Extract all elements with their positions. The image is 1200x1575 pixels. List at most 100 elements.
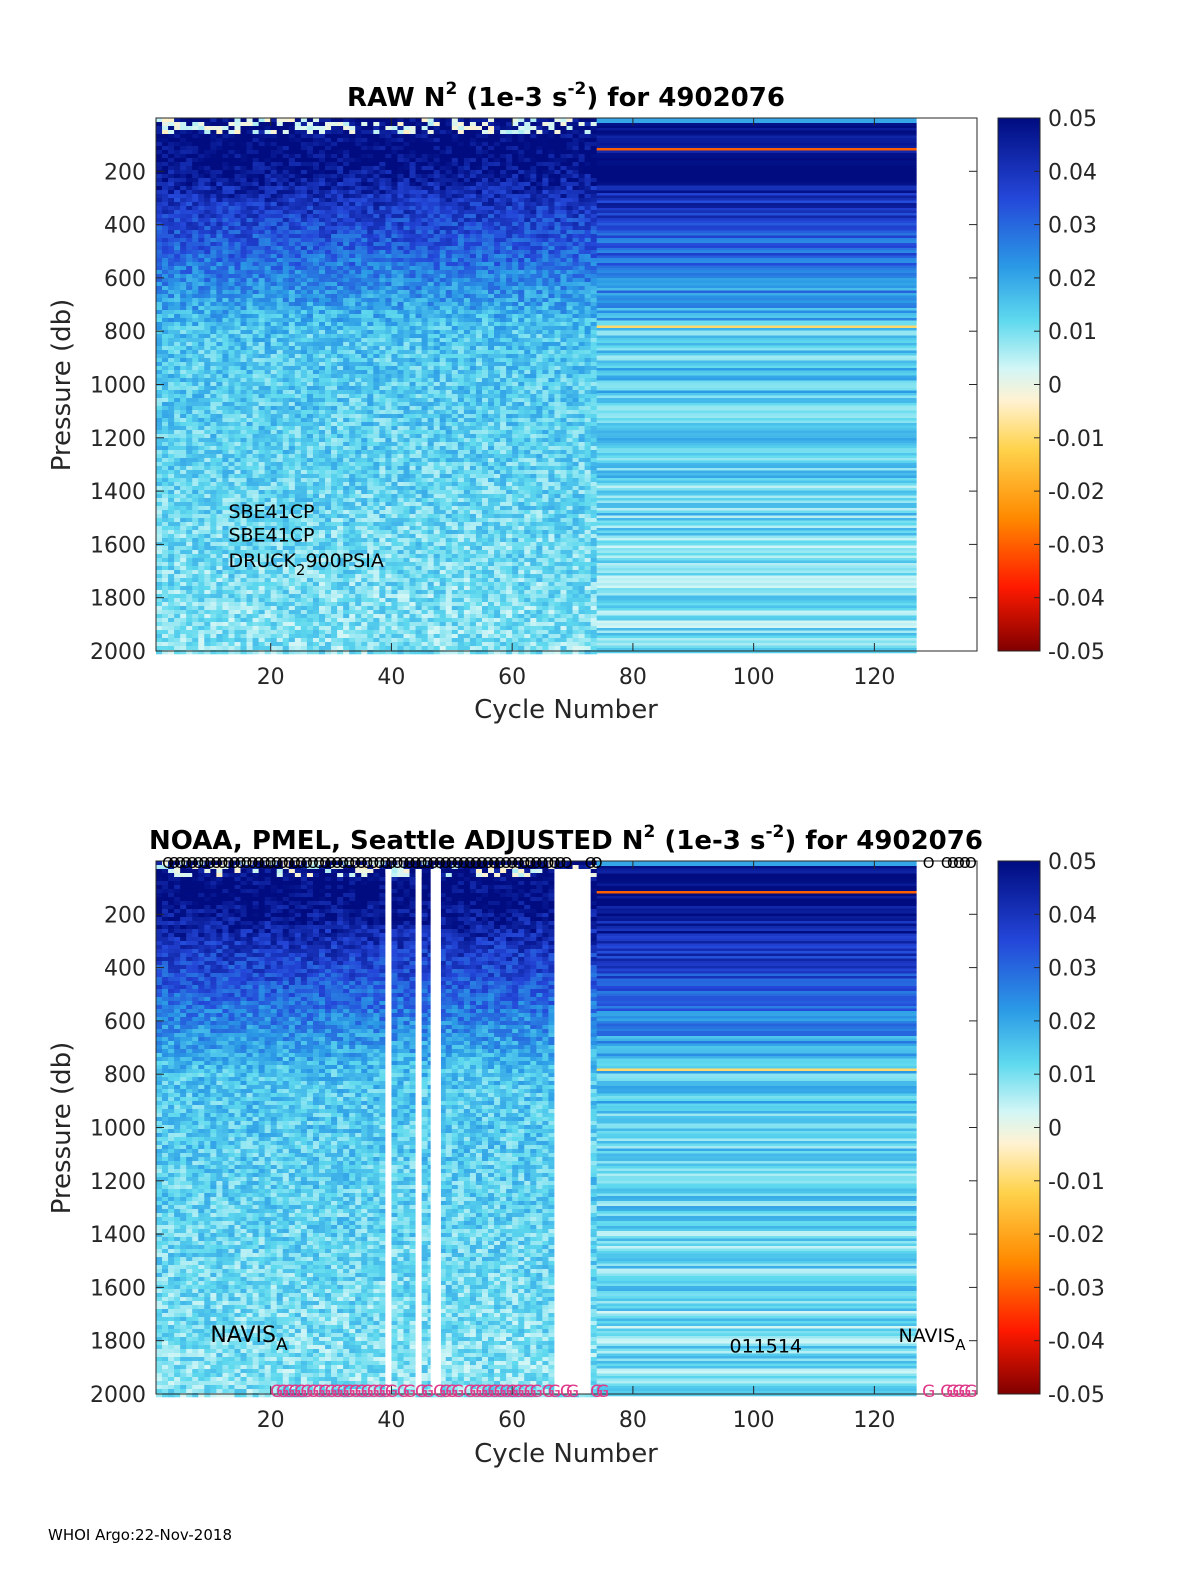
y-tick-label: 200 <box>104 160 146 185</box>
heatmap-column <box>512 861 519 1398</box>
qc-flag-top: O <box>476 854 488 872</box>
heatmap-column <box>512 118 519 655</box>
heatmap-column <box>391 118 398 655</box>
heatmap-column <box>451 118 459 655</box>
qc-flag-top: O <box>500 854 512 872</box>
colorbar-tick-label: 0 <box>1048 1117 1062 1142</box>
heatmap-column <box>469 118 477 655</box>
adjusted-y-label: Pressure (db) <box>47 1042 77 1215</box>
qc-flag-top: O <box>482 854 494 872</box>
x-tick-label: 60 <box>498 1408 526 1433</box>
heatmap-column <box>306 861 314 1398</box>
colorbar-tick-label: 0.05 <box>1048 107 1097 132</box>
qc-flag-top: O <box>953 854 965 872</box>
y-tick-label: 1600 <box>90 1276 146 1301</box>
heatmap-column <box>210 118 217 655</box>
y-tick-label: 400 <box>104 957 146 982</box>
y-tick-label: 800 <box>104 320 146 345</box>
qc-flag-bottom: G <box>542 1382 555 1402</box>
heatmap-column <box>270 118 278 655</box>
qc-flag-bottom: G <box>300 1382 313 1402</box>
qc-flag-bottom: G <box>367 1382 380 1402</box>
qc-flag-bottom: G <box>512 1382 525 1402</box>
qc-flag-bottom: G <box>596 1382 609 1402</box>
colorbar-tick-label: 0.03 <box>1048 214 1097 239</box>
heatmap-column <box>439 861 447 1398</box>
raw-panel: RAW N2 (1e-3 s-2) for 4902076 20 40 60 80 10… <box>47 79 1105 725</box>
heatmap-column <box>469 861 477 1398</box>
qc-flag-top: O <box>555 854 567 872</box>
qc-flag-bottom: G <box>343 1382 356 1402</box>
x-tick-label: 40 <box>377 665 405 690</box>
colorbar-tick-label: 0.02 <box>1048 1010 1097 1035</box>
qc-flag-top: O <box>174 854 186 872</box>
missing-data-gap <box>430 869 441 1394</box>
qc-flag-bottom: G <box>421 1382 434 1402</box>
heatmap-column <box>475 861 483 1398</box>
qc-flag-top: O <box>361 854 373 872</box>
heatmap-column <box>361 118 368 655</box>
heatmap-column <box>451 861 459 1398</box>
heatmap-column <box>530 118 537 655</box>
qc-flag-bottom: G <box>469 1382 482 1402</box>
y-tick-label: 1400 <box>90 1223 146 1248</box>
heatmap-column <box>156 861 163 1398</box>
qc-flag-bottom: G <box>560 1382 573 1402</box>
heatmap-column <box>506 861 513 1398</box>
heatmap-column <box>258 861 266 1398</box>
heatmap-column <box>488 861 495 1398</box>
heatmap-column <box>331 118 338 655</box>
qc-flag-top: O <box>422 854 434 872</box>
qc-flag-bottom: G <box>463 1382 476 1402</box>
annotation-label: SBE41CP <box>228 525 314 547</box>
qc-flag-top: O <box>947 854 959 872</box>
qc-flag-top: O <box>241 854 253 872</box>
qc-flag-top: O <box>349 854 361 872</box>
colorbar-tick-label: 0.01 <box>1048 320 1097 345</box>
heatmap-column <box>506 118 513 655</box>
heatmap-column <box>204 861 211 1398</box>
heatmap-column <box>331 861 338 1398</box>
heatmap-column <box>367 118 374 655</box>
heatmap-column <box>542 861 549 1398</box>
qc-flag-top: O <box>398 854 410 872</box>
y-tick-label: 1200 <box>90 1170 146 1195</box>
adjusted-x-label: Cycle Number <box>474 1439 658 1469</box>
qc-flag-bottom: G <box>481 1382 494 1402</box>
heatmap-column <box>198 118 205 655</box>
qc-flag-top: O <box>223 854 235 872</box>
qc-flag-top: O <box>434 854 446 872</box>
x-tick-label: 20 <box>257 665 285 690</box>
colorbar-tick-label: -0.04 <box>1048 587 1105 612</box>
qc-flag-top: O <box>247 854 259 872</box>
heatmap-column <box>494 118 501 655</box>
qc-flag-top: O <box>440 854 452 872</box>
qc-flag-top: O <box>494 854 506 872</box>
heatmap-column <box>578 118 586 655</box>
adjusted-title: NOAA, PMEL, Seattle ADJUSTED N2 (1e-3 s-… <box>149 822 983 856</box>
qc-flag-top: O <box>386 854 398 872</box>
raw-title: RAW N2 (1e-3 s-2) for 4902076 <box>347 79 785 113</box>
heatmap-column <box>548 861 555 1398</box>
annotation-label: SBE41CP <box>228 501 314 523</box>
heatmap-column <box>524 118 531 655</box>
heatmap-column <box>210 861 217 1398</box>
heatmap-column <box>258 118 266 655</box>
y-tick-label: 1000 <box>90 1117 146 1142</box>
heatmap-column <box>312 861 320 1398</box>
heatmap-column <box>415 118 423 655</box>
heatmap-column <box>560 118 567 655</box>
adjusted-qc-flags: OOOOOOOOOOOOOOOOOOOOOOOOOOOOOOOOOOOOOOOO… <box>162 854 977 1402</box>
qc-flag-top: O <box>379 854 391 872</box>
y-tick-label: 800 <box>104 1063 146 1088</box>
qc-flag-top: O <box>198 854 210 872</box>
heatmap-column <box>343 861 350 1398</box>
raw-y-label: Pressure (db) <box>47 299 77 472</box>
qc-flag-top: O <box>470 854 482 872</box>
heatmap-column <box>252 861 260 1398</box>
qc-flag-top: O <box>536 854 548 872</box>
qc-flag-top: O <box>416 854 428 872</box>
heatmap-column <box>234 861 241 1398</box>
colorbar-tick-label: -0.01 <box>1048 1170 1105 1195</box>
heatmap-column <box>174 861 181 1398</box>
